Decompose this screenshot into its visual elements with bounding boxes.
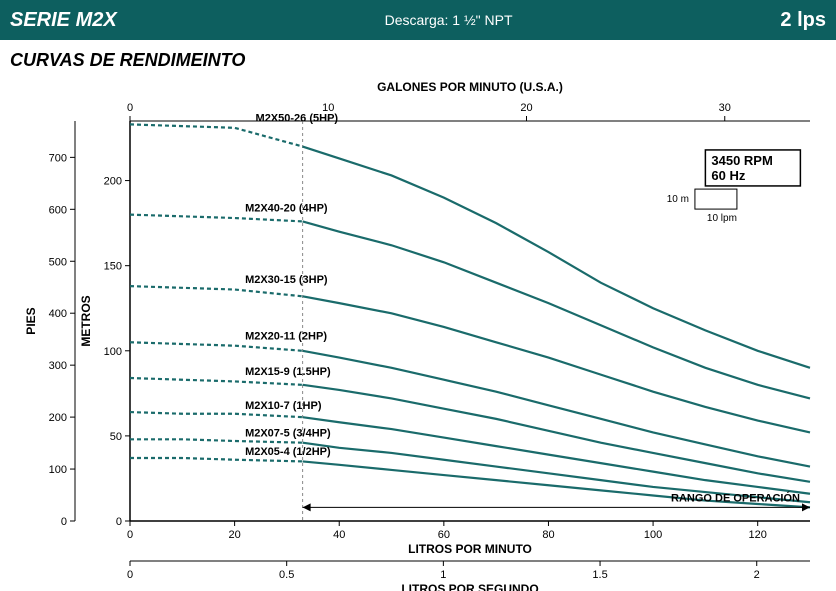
svg-text:M2X30-15 (3HP): M2X30-15 (3HP) [245,274,328,286]
svg-text:10 lpm: 10 lpm [707,213,737,224]
svg-text:M2X15-9 (1.5HP): M2X15-9 (1.5HP) [245,366,331,378]
header-flow-rate: 2 lps [780,9,826,32]
svg-text:300: 300 [49,360,67,372]
svg-text:0: 0 [127,102,133,114]
svg-text:100: 100 [104,346,122,358]
svg-text:RANGO DE OPERACIÓN: RANGO DE OPERACIÓN [671,491,800,504]
svg-text:20: 20 [520,102,532,114]
svg-text:30: 30 [719,102,731,114]
header-bar: SERIE M2X Descarga: 1 ½" NPT 2 lps [0,0,836,40]
svg-text:400: 400 [49,308,67,320]
svg-text:200: 200 [49,412,67,424]
svg-text:M2X10-7 (1HP): M2X10-7 (1HP) [245,400,322,412]
svg-text:0.5: 0.5 [279,569,294,581]
svg-text:M2X50-26 (5HP): M2X50-26 (5HP) [256,112,339,124]
svg-text:600: 600 [49,204,67,216]
svg-text:2: 2 [754,569,760,581]
svg-text:M2X20-11 (2HP): M2X20-11 (2HP) [245,330,327,342]
svg-text:PIES: PIES [24,307,38,334]
svg-text:0: 0 [127,529,133,541]
svg-text:100: 100 [49,464,67,476]
svg-text:10 m: 10 m [667,194,689,205]
header-title: SERIE M2X [10,9,117,32]
svg-text:METROS: METROS [79,295,93,346]
svg-text:LITROS POR MINUTO: LITROS POR MINUTO [408,542,532,556]
svg-text:500: 500 [49,256,67,268]
svg-text:M2X05-4 (1/2HP): M2X05-4 (1/2HP) [245,446,331,458]
svg-text:3450 RPM: 3450 RPM [711,153,772,168]
section-title: CURVAS DE RENDIMEINTO [0,40,836,71]
chart-svg: GALONES POR MINUTO (U.S.A.)0102030020406… [0,71,836,591]
performance-chart: GALONES POR MINUTO (U.S.A.)0102030020406… [0,71,836,591]
svg-text:0: 0 [116,516,122,528]
svg-text:120: 120 [749,529,767,541]
svg-text:80: 80 [542,529,554,541]
svg-text:60: 60 [438,529,450,541]
svg-text:40: 40 [333,529,345,541]
svg-text:GALONES POR MINUTO (U.S.A.): GALONES POR MINUTO (U.S.A.) [377,80,563,94]
svg-text:700: 700 [49,152,67,164]
svg-text:100: 100 [644,529,662,541]
svg-text:0: 0 [61,516,67,528]
svg-text:M2X07-5 (3/4HP): M2X07-5 (3/4HP) [245,427,331,439]
header-center: Descarga: 1 ½" NPT [117,12,781,28]
svg-text:M2X40-20 (4HP): M2X40-20 (4HP) [245,203,328,215]
svg-text:1: 1 [440,569,446,581]
svg-text:0: 0 [127,569,133,581]
svg-text:150: 150 [104,261,122,273]
svg-text:1.5: 1.5 [592,569,607,581]
svg-text:50: 50 [110,431,122,443]
svg-text:200: 200 [104,176,122,188]
svg-text:60 Hz: 60 Hz [711,168,745,183]
svg-text:20: 20 [228,529,240,541]
